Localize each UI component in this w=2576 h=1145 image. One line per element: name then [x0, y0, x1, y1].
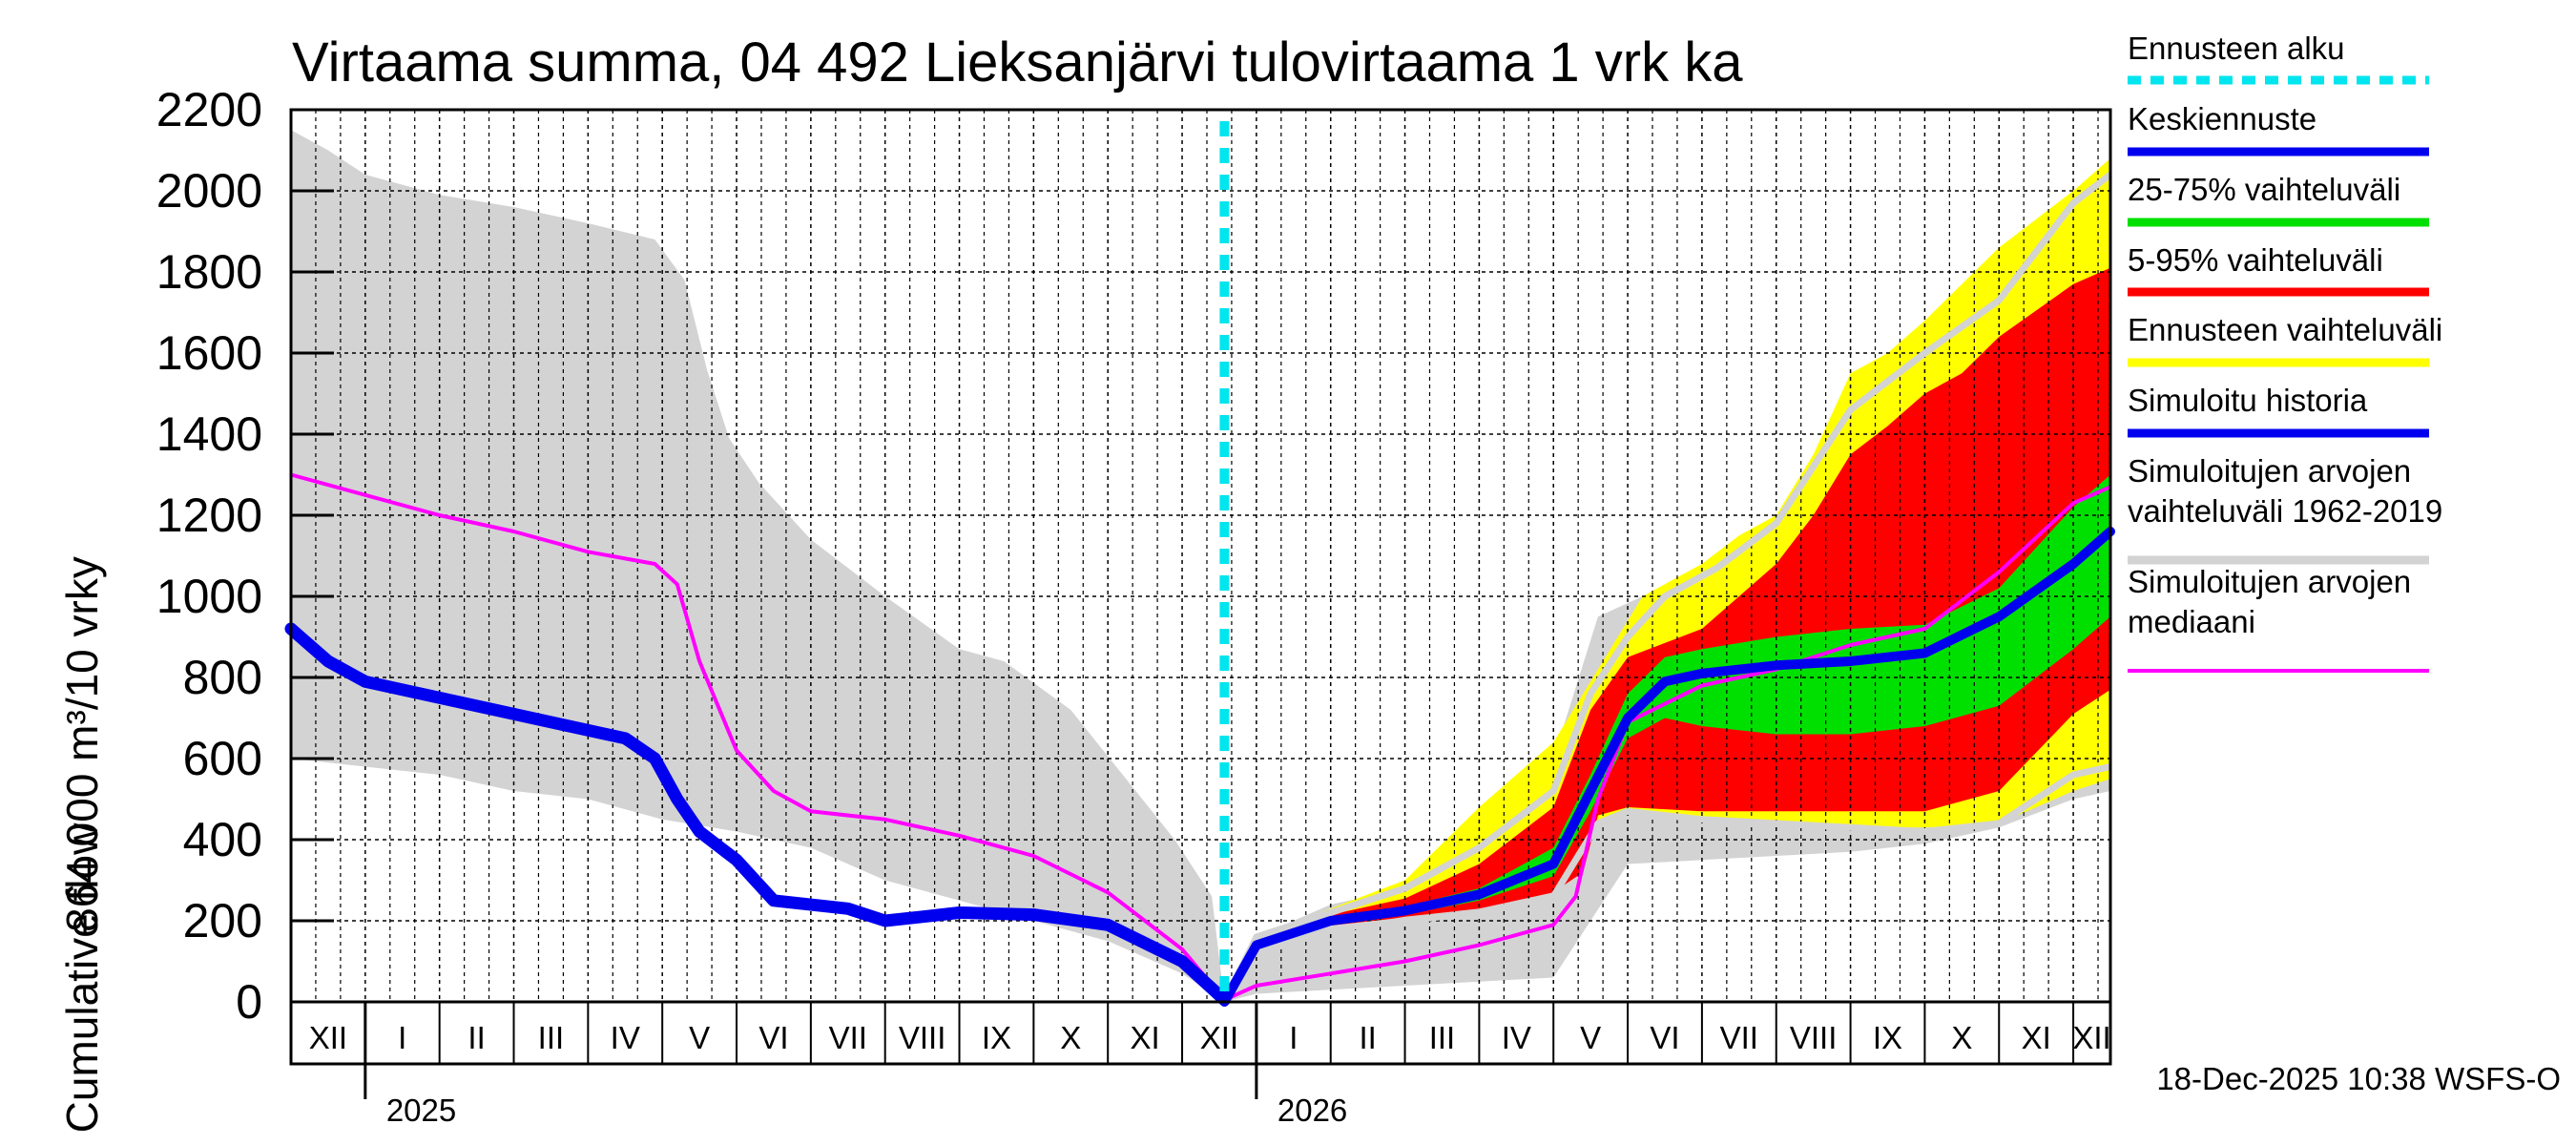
- legend-item: 25-75% vaihteluväli: [2128, 172, 2429, 227]
- month-label: II: [467, 1020, 485, 1055]
- month-label: X: [1951, 1020, 1972, 1055]
- month-label: VIII: [899, 1020, 946, 1055]
- y-tick-label: 0: [236, 975, 262, 1029]
- y-tick-label: 1600: [156, 326, 262, 380]
- month-label: XI: [1131, 1020, 1160, 1055]
- legend-item: Keskiennuste: [2128, 101, 2429, 156]
- month-label: III: [538, 1020, 565, 1055]
- legend: Ennusteen alku Keskiennuste 25-75% vaihtel…: [2128, 31, 2442, 673]
- month-label: I: [398, 1020, 406, 1055]
- y-tick-label: 1800: [156, 245, 262, 299]
- legend-label: Ennusteen alku: [2128, 31, 2345, 66]
- legend-item: Simuloitu historia: [2128, 383, 2429, 438]
- vertical-gridlines: [315, 110, 2099, 1002]
- y-axis-label-upper: 864 000 m³/10 vrky: [57, 556, 107, 932]
- month-label: I: [1289, 1020, 1298, 1055]
- month-label: II: [1359, 1020, 1376, 1055]
- y-tick-label: 200: [183, 894, 262, 947]
- month-label: VIII: [1790, 1020, 1838, 1055]
- legend-item: Simuloitujen arvojen vaihteluväli 1962-20…: [2128, 453, 2442, 565]
- sim-range-lower-line: [1221, 763, 2111, 1004]
- month-label: XII: [2072, 1020, 2110, 1055]
- y-tick-label: 2200: [156, 83, 262, 136]
- month-label: III: [1429, 1020, 1456, 1055]
- month-label: VI: [758, 1020, 788, 1055]
- year-label: 2025: [386, 1093, 456, 1128]
- legend-label: Simuloitujen arvojen: [2128, 564, 2411, 599]
- horizontal-gridlines: [291, 190, 2110, 922]
- y-tick-label: 600: [183, 732, 262, 785]
- sim-range-upper-line: [1221, 172, 2113, 1004]
- y-tick-label: 1000: [156, 570, 262, 623]
- legend-item: Simuloitujen arvojen mediaani: [2128, 564, 2429, 673]
- y-tick-label: 400: [183, 813, 262, 866]
- timestamp-label: 18-Dec-2025 10:38 WSFS-O: [2156, 1061, 2561, 1096]
- month-label: IX: [1873, 1020, 1902, 1055]
- mean-forecast-line: [1219, 527, 2115, 1007]
- legend-label: vaihteluväli 1962-2019: [2128, 493, 2442, 529]
- month-strip-frame: [289, 1000, 2112, 1066]
- month-label: IX: [982, 1020, 1011, 1055]
- month-label: V: [1580, 1020, 1601, 1055]
- chart-title: Virtaama summa, 04 492 Lieksanjärvi tulo…: [292, 31, 1743, 94]
- month-label: VII: [1720, 1020, 1758, 1055]
- legend-label: 25-75% vaihteluväli: [2128, 172, 2400, 207]
- y-tick-label: 1400: [156, 407, 262, 461]
- month-label: IV: [1502, 1020, 1531, 1055]
- legend-label: Ennusteen vaihteluväli: [2128, 312, 2442, 347]
- y-tick-label: 2000: [156, 164, 262, 218]
- legend-label: mediaani: [2128, 604, 2255, 639]
- legend-label: Keskiennuste: [2128, 101, 2316, 136]
- legend-item: 5-95% vaihteluväli: [2128, 242, 2429, 297]
- legend-item: Ennusteen vaihteluväli: [2128, 312, 2442, 367]
- month-label: X: [1060, 1020, 1081, 1055]
- year-label: 2026: [1278, 1093, 1347, 1128]
- legend-label: Simuloitujen arvojen: [2128, 453, 2411, 489]
- legend-label: Simuloitu historia: [2128, 383, 2368, 418]
- range-5-95-band: [1224, 267, 2110, 1002]
- simulated-history-line: [284, 622, 1231, 1007]
- month-label: XII: [1200, 1020, 1238, 1055]
- month-label: VI: [1650, 1020, 1679, 1055]
- axes: 0 200 400 600 800 1000 1200 1400 1600 1800 2000 220…: [156, 83, 2112, 1128]
- y-tick-label: 1200: [156, 489, 262, 542]
- month-label: VII: [829, 1020, 867, 1055]
- plot-area: [284, 110, 2115, 1007]
- legend-item: Ennusteen alku: [2128, 31, 2429, 85]
- month-label: V: [689, 1020, 710, 1055]
- month-label: XI: [2022, 1020, 2051, 1055]
- month-label: XII: [309, 1020, 347, 1055]
- legend-label: 5-95% vaihteluväli: [2128, 242, 2383, 278]
- month-label: IV: [611, 1020, 640, 1055]
- y-axis-label-lower: Cumulative flow: [57, 822, 107, 1133]
- y-tick-label: 800: [183, 651, 262, 704]
